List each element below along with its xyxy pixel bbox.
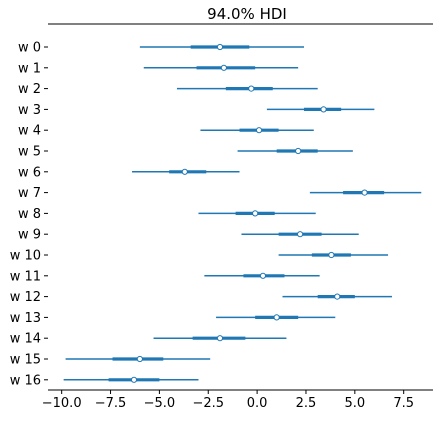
x-tick-label-0: −10.0 (42, 396, 82, 411)
median-point-15 (136, 355, 143, 363)
x-tick-label-5: 2.5 (296, 396, 317, 411)
x-tick-label-4: 0.0 (247, 396, 268, 411)
y-tick-label-15: w 15 (10, 353, 41, 368)
y-tick-label-0: w 0 (18, 41, 41, 56)
median-point-13 (273, 314, 280, 321)
median-point-4 (255, 127, 263, 134)
y-tick-label-6: w 6 (18, 165, 41, 180)
median-point-3 (320, 106, 327, 113)
x-tick-label-2: −5.0 (144, 396, 176, 411)
y-tick-label-5: w 5 (18, 145, 41, 160)
y-tick-label-8: w 8 (18, 207, 41, 222)
x-tick-label-1: −7.5 (95, 396, 127, 411)
median-point-5 (295, 147, 302, 155)
x-tick-label-6: 5.0 (344, 396, 365, 411)
median-point-7 (361, 189, 368, 196)
median-point-9 (297, 231, 304, 238)
median-point-11 (259, 272, 267, 279)
chart-title: 94.0% HDI (207, 5, 287, 23)
median-point-0 (216, 43, 224, 51)
median-point-6 (181, 168, 188, 175)
y-tick-label-1: w 1 (18, 61, 41, 76)
x-tick-label-3: −2.5 (192, 396, 224, 411)
interval-group (63, 43, 422, 383)
y-tick-label-12: w 12 (10, 290, 41, 305)
y-tick-label-16: w 16 (10, 373, 41, 388)
y-tick-label-7: w 7 (18, 186, 41, 201)
median-point-1 (220, 64, 227, 71)
median-point-8 (252, 210, 259, 217)
y-tick-label-4: w 4 (18, 124, 41, 139)
median-point-14 (216, 335, 224, 342)
y-tick-label-11: w 11 (10, 269, 41, 284)
median-point-2 (248, 85, 255, 92)
median-point-16 (130, 376, 138, 383)
y-tick-label-2: w 2 (18, 82, 41, 97)
x-tick-label-7: 7.5 (393, 396, 414, 411)
y-tick-labels: w 0 w 1 w 2 w 3 w 4 w 5 w 6 w 7 w 8 w 9 w 10 w 11 w … (10, 41, 48, 388)
y-tick-label-9: w 9 (18, 228, 41, 243)
y-tick-label-3: w 3 (18, 103, 41, 118)
x-ticks: −10.0 −7.5 −5.0 −2.5 0.0 2.5 5.0 7.5 (42, 390, 414, 411)
y-tick-label-10: w 10 (10, 249, 41, 264)
y-tick-label-13: w 13 (10, 311, 41, 326)
median-point-10 (328, 251, 335, 259)
y-tick-label-14: w 14 (10, 332, 41, 347)
median-point-12 (334, 293, 341, 300)
